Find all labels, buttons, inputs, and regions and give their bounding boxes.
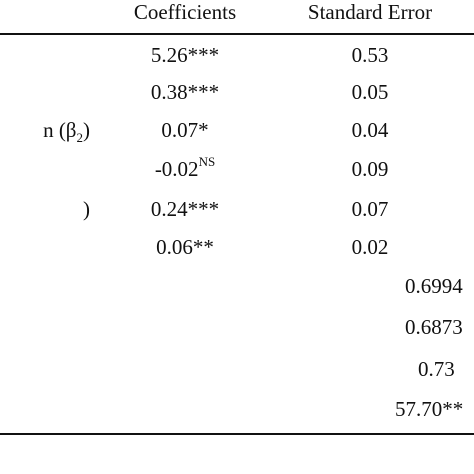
header-standard-error: Standard Error — [307, 0, 433, 24]
coef-row-1: 5.26*** — [150, 43, 220, 67]
se-row-5: 0.07 — [351, 197, 389, 221]
se-row-6: 0.02 — [351, 235, 389, 259]
se-row-3: 0.04 — [351, 118, 389, 142]
se-row-4: 0.09 — [351, 157, 389, 181]
se-row-2: 0.05 — [351, 80, 389, 104]
se-row-1: 0.53 — [351, 43, 389, 67]
summary-value-1: 0.6994 — [405, 274, 463, 298]
summary-value-3: 0.73 — [418, 357, 455, 381]
summary-value-2: 0.6873 — [405, 315, 463, 339]
header-coefficients: Coefficients — [133, 0, 237, 24]
coef-row-5: 0.24*** — [150, 197, 220, 221]
coef-row-2: 0.38*** — [150, 80, 220, 104]
row-5-label: ) — [83, 197, 90, 221]
coef-row-3: 0.07* — [161, 118, 209, 142]
coef-row-6: 0.06** — [156, 235, 214, 259]
summary-value-4: 57.70** — [395, 397, 464, 421]
bottom-rule — [0, 433, 474, 435]
row-3-label: n (β2) — [43, 118, 90, 146]
top-rule — [0, 33, 474, 35]
coef-row-4: -0.02NS — [154, 154, 216, 181]
